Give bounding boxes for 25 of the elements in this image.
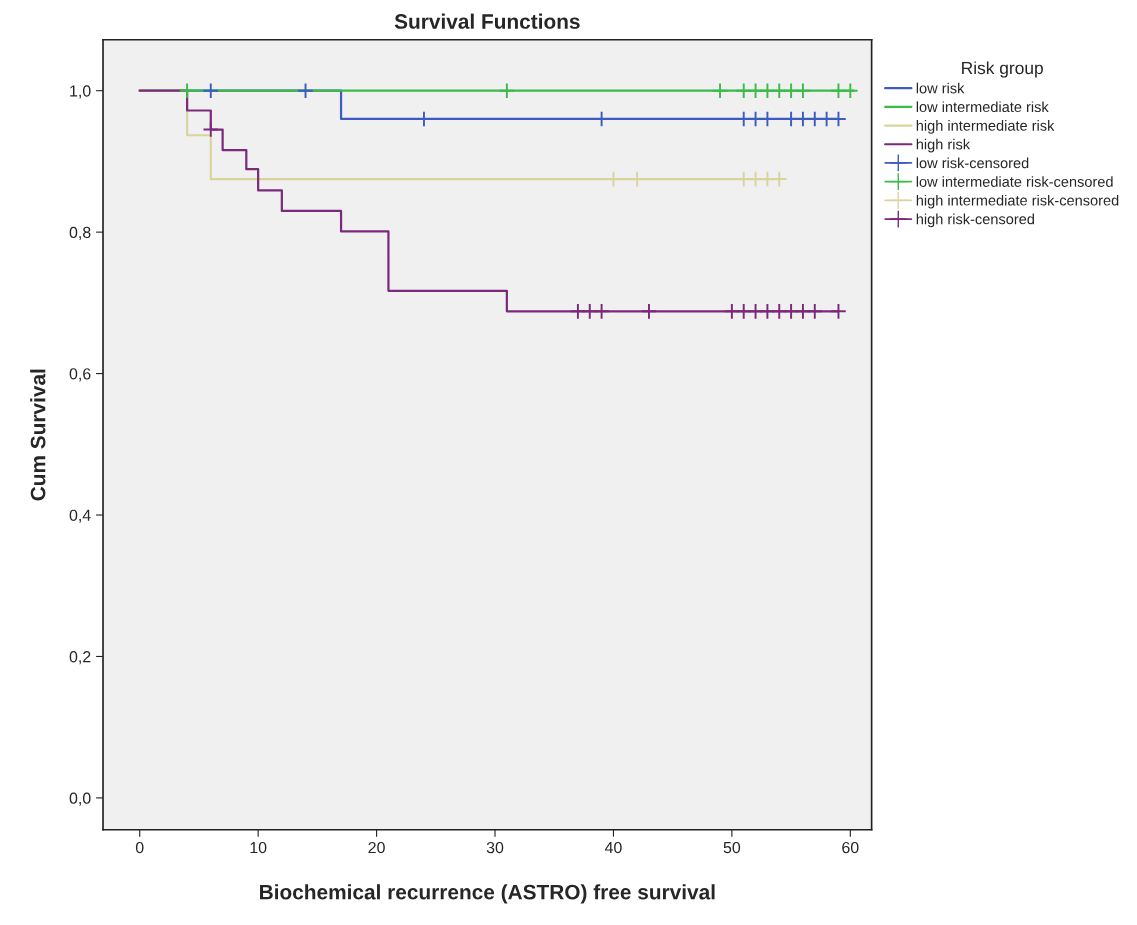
legend-label: high risk <box>916 138 971 153</box>
x-tick-label: 60 <box>842 841 859 854</box>
x-tick-label: 10 <box>250 841 267 854</box>
x-tick-label: 50 <box>723 841 741 854</box>
x-tick-label: 40 <box>604 841 622 854</box>
chart-title: Survival Functions <box>394 13 580 29</box>
y-tick-label: 0,2 <box>69 651 91 665</box>
x-tick-label: 20 <box>368 841 385 854</box>
legend-label: high risk-censored <box>916 213 1034 228</box>
y-tick-label: 0,0 <box>69 792 91 806</box>
y-tick-label: 0,6 <box>69 368 91 382</box>
legend-label: high intermediate risk <box>916 120 1055 134</box>
legend-label: low intermediate risk <box>916 101 1049 113</box>
x-tick-label: 0 <box>135 841 144 854</box>
legend-label: low intermediate risk-censored <box>916 176 1113 187</box>
legend-label: low risk-censored <box>916 157 1029 169</box>
legend-label: low risk <box>916 82 965 94</box>
legend-title: Risk group <box>962 61 1043 78</box>
y-tick-label: 1,0 <box>70 85 91 99</box>
x-axis-title: Biochemical recurrence (ASTRO) free survival <box>260 884 715 904</box>
legend-label: high intermediate risk-censored <box>916 194 1119 209</box>
y-axis-title: Cum Survival <box>30 369 46 501</box>
x-tick-label: 30 <box>486 841 504 854</box>
y-tick-label: 0,8 <box>69 226 91 240</box>
y-tick-label: 0,4 <box>69 509 91 523</box>
